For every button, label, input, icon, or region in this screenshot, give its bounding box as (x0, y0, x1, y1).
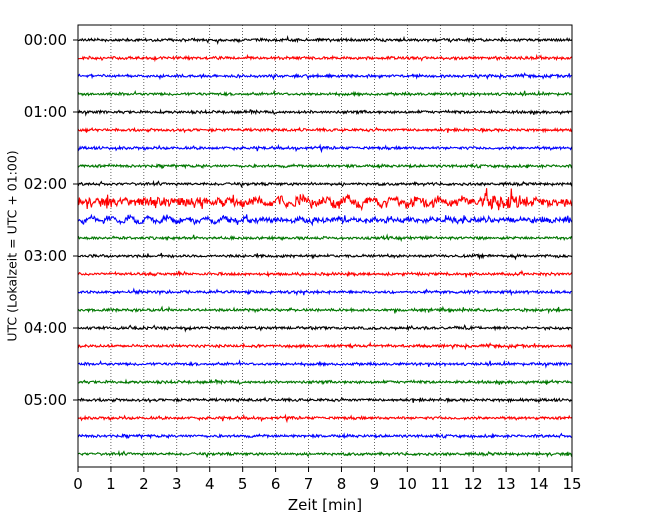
trace-0315 (77, 269, 573, 278)
x-tick-label-5: 5 (238, 475, 248, 493)
trace-0345 (77, 305, 573, 315)
traces (77, 34, 573, 458)
x-tick-label-6: 6 (271, 475, 281, 493)
trace-0445 (77, 378, 573, 386)
y-tick-label-04:00: 04:00 (24, 319, 67, 337)
x-tick-label-15: 15 (562, 475, 581, 493)
y-tick-label-05:00: 05:00 (24, 391, 67, 409)
trace-0245 (77, 233, 572, 243)
trace-0300 (78, 252, 573, 261)
x-tick-label-8: 8 (337, 475, 347, 493)
trace-0530 (77, 432, 573, 440)
trace-0000 (77, 34, 573, 45)
trace-0200 (77, 179, 573, 188)
y-tick-label-01:00: 01:00 (24, 103, 67, 121)
y-ticks: 00:00 01:00 02:00 03:00 04:00 05:00 (24, 31, 78, 409)
x-tick-label-12: 12 (464, 475, 483, 493)
trace-0030 (77, 72, 573, 81)
x-tick-label-14: 14 (530, 475, 549, 493)
y-axis-label: UTC (Lokalzeit = UTC + 01:00) (4, 150, 19, 341)
x-tick-label-13: 13 (497, 475, 516, 493)
x-tick-label-7: 7 (304, 475, 314, 493)
trace-0500 (77, 396, 573, 404)
trace-0400 (77, 323, 573, 333)
trace-0215 (77, 188, 573, 212)
x-tick-label-9: 9 (370, 475, 380, 493)
trace-0515 (77, 413, 573, 424)
x-tick-label-10: 10 (398, 475, 417, 493)
x-tick-label-4: 4 (205, 475, 215, 493)
trace-0130 (77, 143, 573, 154)
x-tick-label-0: 0 (73, 475, 83, 493)
plot-frame (77, 24, 573, 468)
trace-0115 (77, 126, 573, 134)
trace-0100 (77, 108, 573, 117)
trace-0330 (77, 287, 573, 297)
x-axis-label: Zeit [min] (288, 496, 362, 514)
trace-0545 (77, 449, 573, 458)
x-tick-label-1: 1 (106, 475, 116, 493)
x-tick-label-3: 3 (172, 475, 182, 493)
trace-0045 (77, 89, 573, 98)
y-tick-label-03:00: 03:00 (24, 247, 67, 265)
trace-0430 (77, 359, 573, 369)
trace-0230 (77, 213, 573, 227)
x-tick-label-2: 2 (139, 475, 149, 493)
trace-0415 (77, 341, 573, 351)
x-tick-label-11: 11 (431, 475, 450, 493)
y-tick-label-00:00: 00:00 (24, 31, 67, 49)
x-ticks: 0 1 2 3 4 5 6 7 8 9 10 11 12 13 14 15 (73, 467, 582, 493)
trace-0015 (77, 53, 573, 63)
y-tick-label-02:00: 02:00 (24, 175, 67, 193)
trace-0145 (77, 162, 573, 170)
